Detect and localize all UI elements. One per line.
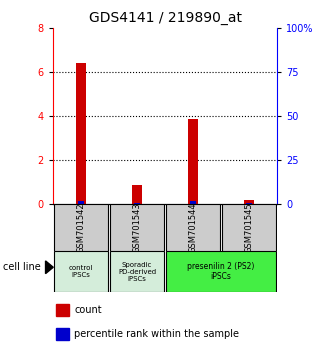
Text: GSM701544: GSM701544 [188,202,198,253]
Bar [55,304,69,316]
Bar [166,204,220,251]
Text: control
IPSCs: control IPSCs [69,265,93,278]
Text: count: count [75,305,102,315]
Bar [54,204,108,251]
Bar [222,204,276,251]
Bar [54,251,108,292]
Bar [188,119,198,204]
Bar [110,251,164,292]
Bar [78,201,83,204]
Text: percentile rank within the sample: percentile rank within the sample [75,329,240,339]
Bar [110,204,164,251]
Bar [190,201,196,204]
Text: GSM701545: GSM701545 [245,202,254,253]
Text: presenilin 2 (PS2)
iPSCs: presenilin 2 (PS2) iPSCs [187,262,255,281]
Bar [76,63,86,204]
Text: GSM701542: GSM701542 [76,202,85,253]
Polygon shape [46,261,53,274]
Bar [55,328,69,340]
Text: Sporadic
PD-derived
iPSCs: Sporadic PD-derived iPSCs [118,262,156,282]
Bar [244,200,254,204]
Bar [134,203,140,204]
Text: GSM701543: GSM701543 [132,202,142,253]
Title: GDS4141 / 219890_at: GDS4141 / 219890_at [88,11,242,24]
Bar [132,185,142,204]
Bar [166,251,276,292]
Text: cell line: cell line [3,262,41,272]
